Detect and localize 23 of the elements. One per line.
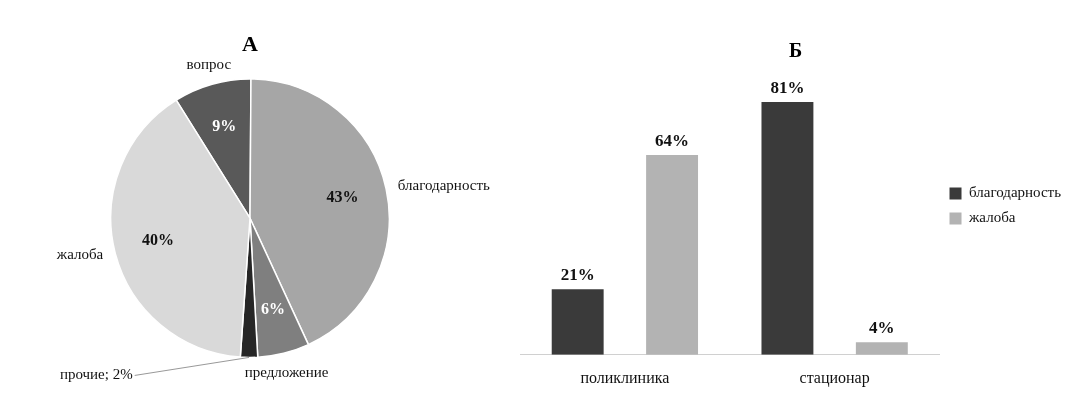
bar [551,289,604,355]
data-label: 64% [655,131,690,151]
data-label: 9% [212,117,237,135]
data-label: 21% [560,265,595,285]
data-label: 43% [326,188,359,206]
data-label: 81% [770,77,805,97]
slice-label: жалоба [55,245,104,262]
data-label: 6% [260,300,285,318]
legend-label: жалоба [968,209,1016,226]
x-tick-label: стационар [799,368,870,387]
chart-title: А [242,30,259,56]
data-label: 4% [869,318,895,338]
slice-label: вопрос [186,55,232,72]
chart-title: Б [788,39,803,62]
bar [855,342,908,355]
bar [646,155,699,355]
slice-label: благодарность [397,177,490,194]
legend-label: благодарность [969,184,1062,201]
bar [761,102,814,355]
slice-label: предложение [244,363,329,380]
data-label: 40% [142,231,175,249]
x-tick-label: поликлиника [580,368,670,386]
slice-label: прочие; 2% [59,366,133,383]
